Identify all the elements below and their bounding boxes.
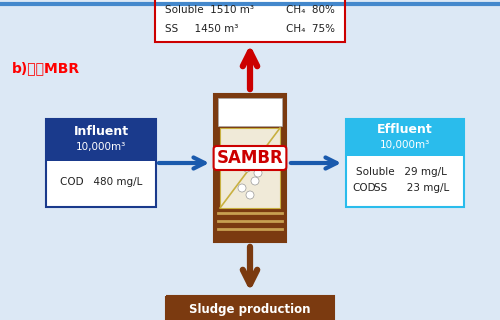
Text: 10,000m³: 10,000m³: [76, 142, 126, 152]
Text: 10,000m³: 10,000m³: [380, 140, 430, 150]
Text: CH₄  80%: CH₄ 80%: [286, 4, 335, 15]
FancyBboxPatch shape: [46, 119, 156, 161]
Text: SS      23 mg/L: SS 23 mg/L: [374, 183, 449, 193]
FancyBboxPatch shape: [214, 94, 286, 242]
FancyBboxPatch shape: [346, 119, 464, 156]
FancyBboxPatch shape: [46, 161, 156, 207]
FancyBboxPatch shape: [166, 296, 334, 320]
Text: Soluble  1510 m³: Soluble 1510 m³: [165, 4, 254, 15]
Circle shape: [251, 177, 259, 185]
Text: COD   480 mg/L: COD 480 mg/L: [60, 177, 142, 188]
Text: Influent: Influent: [74, 125, 128, 138]
Text: COD: COD: [352, 183, 376, 193]
Circle shape: [243, 164, 251, 172]
Text: Sludge production: Sludge production: [189, 303, 311, 316]
Text: Effluent: Effluent: [377, 123, 433, 136]
Circle shape: [254, 169, 262, 177]
FancyBboxPatch shape: [218, 98, 282, 126]
Circle shape: [246, 191, 254, 199]
FancyBboxPatch shape: [220, 128, 280, 208]
Text: CH₄  75%: CH₄ 75%: [286, 24, 335, 34]
Text: SAMBR: SAMBR: [216, 149, 284, 167]
Text: SS     1450 m³: SS 1450 m³: [165, 24, 238, 34]
Circle shape: [238, 184, 246, 192]
FancyBboxPatch shape: [155, 0, 345, 42]
FancyBboxPatch shape: [346, 156, 464, 207]
Text: Soluble   29 mg/L: Soluble 29 mg/L: [356, 167, 447, 177]
Text: b)厌氧MBR: b)厌氧MBR: [12, 61, 80, 75]
